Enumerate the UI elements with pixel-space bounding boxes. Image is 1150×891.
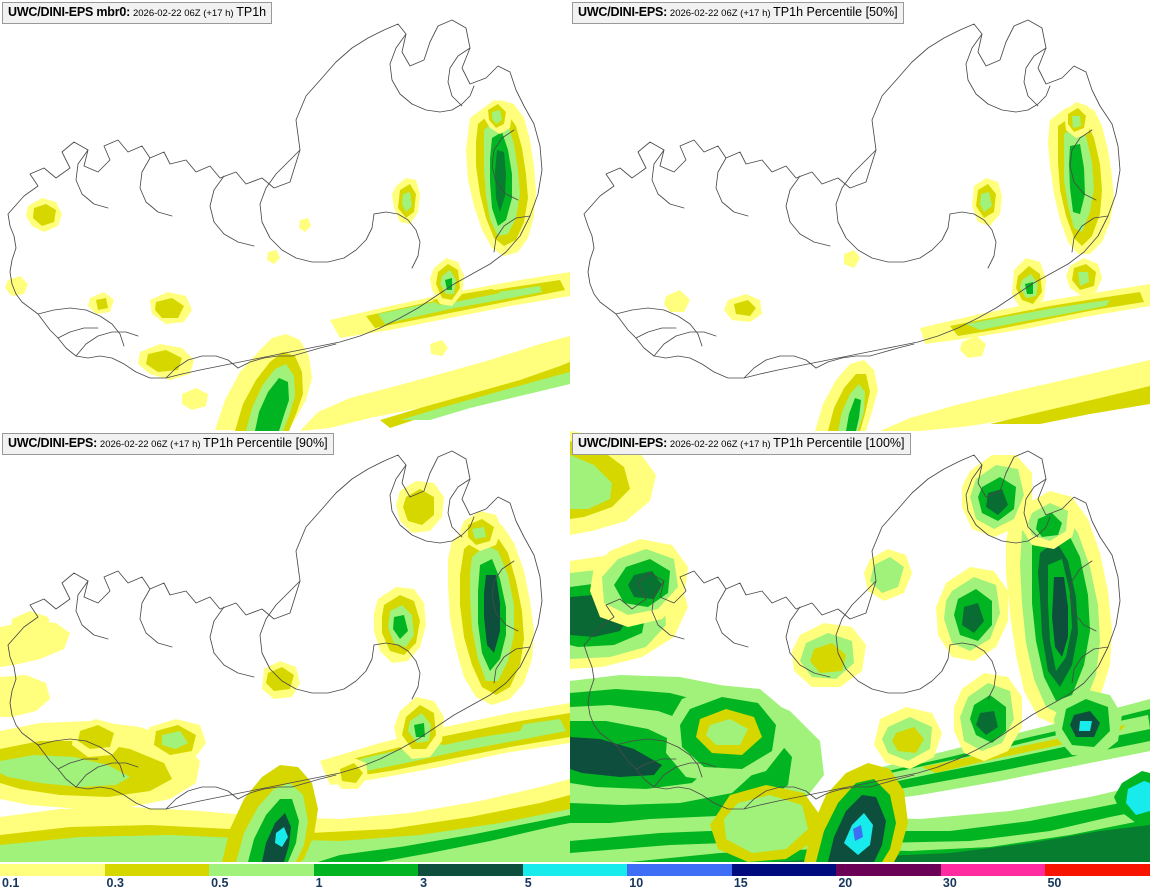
- panel-run-label: 2026-02-22 06Z (+17 h): [667, 439, 774, 450]
- panel-mbr0[interactable]: UWC/DINI-EPS mbr0: 2026-02-22 06Z (+17 h…: [0, 0, 570, 431]
- panel-title-percentile-100: UWC/DINI-EPS: 2026-02-22 06Z (+17 h) TP1…: [572, 433, 911, 455]
- precip-map-percentile-100: [570, 431, 1150, 862]
- colorbar-band-8: [836, 864, 941, 876]
- colorbar-tick-15: 15: [733, 876, 748, 890]
- panel-model-label: UWC/DINI-EPS: [578, 5, 664, 19]
- colorbar-band-3: [313, 864, 419, 876]
- panel-title-percentile-50: UWC/DINI-EPS: 2026-02-22 06Z (+17 h) TP1…: [572, 2, 904, 24]
- colorbar-band-1: [104, 864, 210, 876]
- panel-grid: UWC/DINI-EPS mbr0: 2026-02-22 06Z (+17 h…: [0, 0, 1150, 862]
- panel-run-label: 2026-02-22 06Z (+17 h): [667, 8, 774, 19]
- colorbar-tick-3: 3: [420, 876, 428, 890]
- colorbar-tick-30: 30: [942, 876, 957, 890]
- colorbar-tick-5: 5: [524, 876, 532, 890]
- coastline-percentile-100: [583, 450, 1121, 810]
- panel-run-label: 2026-02-22 06Z (+17 h): [130, 8, 237, 19]
- colorbar-band-10: [1045, 864, 1150, 876]
- panel-map-percentile-50: [570, 0, 1150, 431]
- panel-percentile-50[interactable]: UWC/DINI-EPS: 2026-02-22 06Z (+17 h) TP1…: [570, 0, 1150, 431]
- precip-fields-percentile-100: [570, 431, 1150, 862]
- panel-variable-label: TP1h: [236, 5, 267, 19]
- colorbar-band-2: [209, 864, 314, 876]
- panel-model-label: UWC/DINI-EPS: [8, 436, 94, 450]
- panel-percentile-90[interactable]: UWC/DINI-EPS: 2026-02-22 06Z (+17 h) TP1…: [0, 431, 570, 862]
- colorbar-tick-0.1: 0.1: [2, 876, 20, 890]
- panel-map-mbr0: [0, 0, 570, 431]
- panel-variable-label: TP1h Percentile [50%]: [773, 5, 898, 19]
- panel-map-percentile-90: [0, 431, 570, 862]
- precip-map-percentile-50: [570, 0, 1150, 431]
- coastline-percentile-50: [583, 19, 1121, 379]
- colorbar-tick-1: 1: [315, 876, 323, 890]
- colorbar-strip: [0, 864, 1150, 876]
- precip-fields-percentile-90: [0, 481, 570, 862]
- panel-sep: :: [663, 436, 668, 450]
- precip-fields-percentile-50: [664, 102, 1150, 431]
- colorbar-tick-10: 10: [629, 876, 644, 890]
- precip-map-percentile-90: [0, 431, 570, 862]
- colorbar-band-0: [0, 864, 105, 876]
- panel-sep: :: [93, 436, 98, 450]
- coastline-mbr0: [7, 19, 543, 379]
- colorbar-band-7: [731, 864, 837, 876]
- colorbar[interactable]: 0.1 0.3 0.5 1 3 5 10 15 20 30 50: [0, 862, 1150, 891]
- colorbar-tick-0.5: 0.5: [211, 876, 229, 890]
- colorbar-band-9: [940, 864, 1046, 876]
- panel-sep: :: [663, 5, 668, 19]
- colorbar-tick-labels: 0.1 0.3 0.5 1 3 5 10 15 20 30 50: [0, 876, 1150, 891]
- precip-fields-mbr0: [5, 100, 570, 431]
- panel-variable-label: TP1h Percentile [100%]: [773, 436, 905, 450]
- panel-model-label: UWC/DINI-EPS: [578, 436, 664, 450]
- colorbar-tick-0.3: 0.3: [106, 876, 124, 890]
- panel-sep: :: [126, 5, 131, 19]
- precip-map-mbr0: [0, 0, 570, 431]
- colorbar-band-5: [522, 864, 628, 876]
- coastline-percentile-90: [7, 450, 543, 810]
- panel-title-mbr0: UWC/DINI-EPS mbr0: 2026-02-22 06Z (+17 h…: [2, 2, 273, 24]
- panel-map-percentile-100: [570, 431, 1150, 862]
- colorbar-tick-50: 50: [1047, 876, 1062, 890]
- panel-model-label: UWC/DINI-EPS: [8, 5, 94, 19]
- panel-percentile-100[interactable]: UWC/DINI-EPS: 2026-02-22 06Z (+17 h) TP1…: [570, 431, 1150, 862]
- colorbar-band-6: [627, 864, 732, 876]
- panel-title-percentile-90: UWC/DINI-EPS: 2026-02-22 06Z (+17 h) TP1…: [2, 433, 334, 455]
- colorbar-tick-20: 20: [838, 876, 853, 890]
- colorbar-band-4: [418, 864, 523, 876]
- panel-run-label: 2026-02-22 06Z (+17 h): [97, 439, 204, 450]
- panel-member-label: mbr0: [93, 5, 127, 19]
- panel-variable-label: TP1h Percentile [90%]: [203, 436, 328, 450]
